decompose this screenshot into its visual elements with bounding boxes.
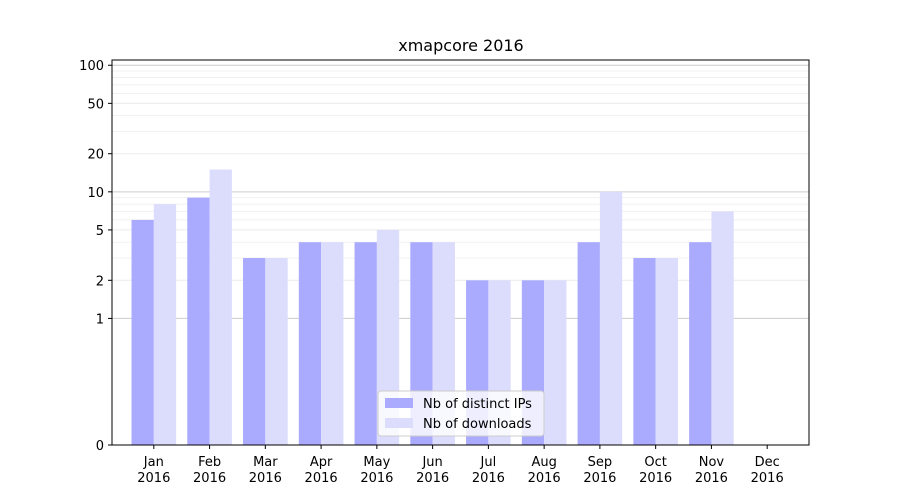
x-tick-label-month: Dec	[755, 455, 780, 470]
y-tick-label: 10	[87, 186, 104, 201]
legend: Nb of distinct IPs Nb of downloads	[377, 390, 545, 437]
bar-distinct-ips	[689, 242, 712, 445]
bar-downloads	[153, 204, 177, 445]
y-tick-label: 1	[96, 312, 104, 327]
x-axis: Jan2016Feb2016Mar2016Apr2016May2016Jun20…	[137, 445, 784, 486]
x-tick-label-year: 2016	[472, 471, 505, 486]
bar-distinct-ips	[187, 197, 210, 445]
bar-downloads	[544, 280, 567, 445]
x-tick-label-month: Nov	[699, 455, 725, 470]
x-tick-label-month: Sep	[588, 455, 613, 470]
bar-downloads	[711, 211, 734, 445]
x-tick-label-month: Feb	[198, 455, 221, 470]
x-tick-label-month: Aug	[531, 455, 556, 470]
x-tick-label-month: Oct	[644, 455, 666, 470]
x-tick-label-year: 2016	[193, 471, 226, 486]
y-tick-label: 2	[96, 274, 104, 289]
bar-distinct-ips	[243, 258, 266, 445]
bar-downloads	[209, 169, 232, 445]
x-tick-label-month: May	[363, 455, 390, 470]
bar-downloads	[599, 191, 623, 445]
bar-distinct-ips	[577, 242, 600, 445]
x-tick-label-month: Apr	[310, 455, 333, 470]
y-tick-label: 0	[96, 439, 104, 454]
x-tick-label-year: 2016	[249, 471, 282, 486]
bar-downloads	[655, 258, 678, 445]
x-tick-label-month: Jul	[480, 455, 497, 470]
bar-distinct-ips	[298, 242, 322, 445]
legend-label: Nb of downloads	[423, 417, 532, 432]
chart-title: xmapcore 2016	[398, 36, 523, 55]
bar-downloads	[265, 258, 288, 445]
x-tick-label-year: 2016	[416, 471, 449, 486]
bar-distinct-ips	[354, 242, 377, 445]
plot-frame	[111, 59, 810, 446]
bar-distinct-ips	[131, 219, 154, 445]
y-tick-label: 20	[87, 148, 104, 163]
y-axis: 0 1 2 5 10 20 50 100	[79, 59, 112, 454]
bar-downloads	[321, 242, 344, 445]
legend-label: Nb of distinct IPs	[423, 397, 532, 412]
y-tick-label: 50	[87, 97, 104, 112]
y-tick-label: 100	[79, 59, 104, 74]
x-tick-label-month: Jan	[143, 455, 164, 470]
legend-box	[377, 390, 545, 437]
x-tick-label-year: 2016	[751, 471, 784, 486]
x-tick-label-month: Jun	[421, 455, 442, 470]
x-tick-label-year: 2016	[528, 471, 561, 486]
x-tick-label-month: Mar	[253, 455, 278, 470]
bar-distinct-ips	[633, 258, 656, 445]
y-tick-label: 5	[96, 224, 104, 239]
x-tick-label-year: 2016	[305, 471, 338, 486]
legend-swatch	[385, 418, 413, 428]
x-tick-label-year: 2016	[695, 471, 728, 486]
x-tick-label-year: 2016	[583, 471, 616, 486]
x-tick-label-year: 2016	[137, 471, 170, 486]
x-tick-label-year: 2016	[639, 471, 672, 486]
x-tick-label-year: 2016	[360, 471, 393, 486]
legend-swatch	[385, 398, 413, 408]
